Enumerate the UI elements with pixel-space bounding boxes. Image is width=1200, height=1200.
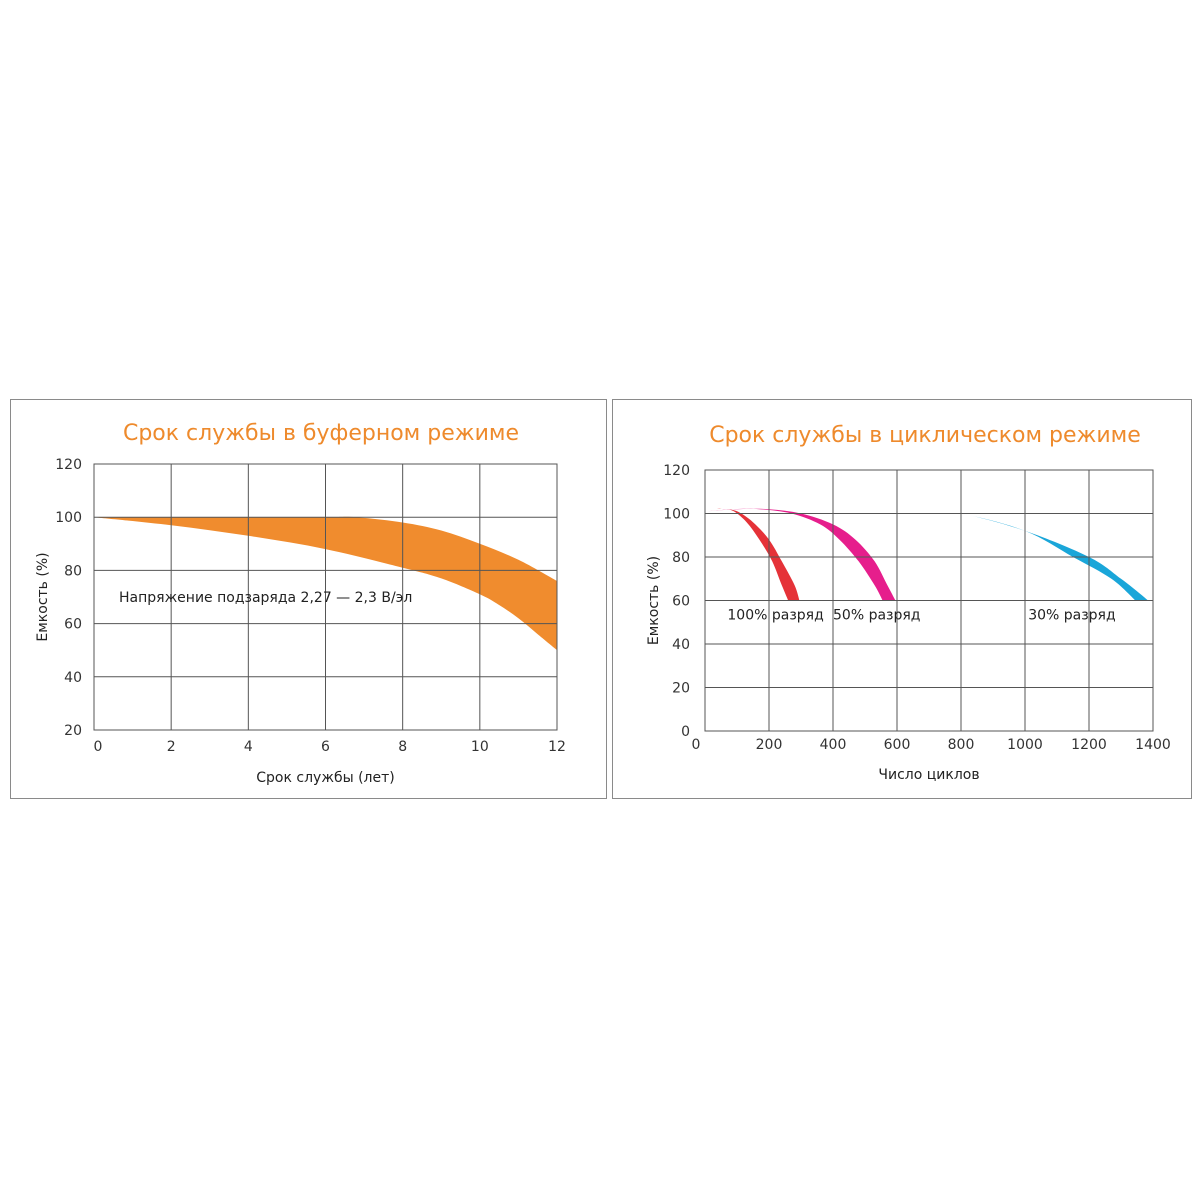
y-tick-label: 20 [672,681,690,697]
x-tick-label: 12 [548,739,566,755]
x-tick-label: 8 [398,739,407,755]
x-tick-label: 4 [244,739,253,755]
chart-buffer: Срок службы в буферном режиме 0 2 4 6 8 10 12 20… [35,421,566,786]
plot-frame [93,463,558,731]
y-tick-label: 100 [55,510,82,526]
x-tick-label: 200 [756,737,783,753]
y-tick-label: 0 [681,724,690,740]
x-tick-label: 0 [94,739,103,755]
y-tick-label: 20 [64,723,82,739]
annotation-text: Напряжение подзаряда 2,27 — 2,3 В/эл [119,590,412,606]
series-band-0 [705,508,800,601]
chart-panel-cyclic: Срок службы в циклическом режиме 0 200 400 6… [612,399,1192,799]
x-axis-label: Число циклов [878,767,979,783]
series-band-1 [705,508,896,601]
x-tick-label: 6 [321,739,330,755]
x-axis-label: Срок службы (лет) [256,770,394,786]
y-tick-label: 60 [672,594,690,610]
series-label-0: 100% разряд [727,608,823,624]
x-tick-label: 600 [884,737,911,753]
x-tick-label: 400 [820,737,847,753]
x-tick-label: 2 [167,739,176,755]
series-label-1: 50% разряд [833,608,920,624]
plot-frame [704,469,1154,732]
chart-panel-buffer: Срок службы в буферном режиме 0 2 4 6 8 10 12 20… [10,399,607,799]
x-tick-label: 10 [471,739,489,755]
y-tick-label: 120 [55,457,82,473]
x-tick-label: 1400 [1135,737,1171,753]
y-tick-label: 60 [64,617,82,633]
x-tick-label: 1000 [1007,737,1043,753]
y-tick-label: 80 [672,550,690,566]
y-tick-label: 100 [663,507,690,523]
y-axis-label: Емкость (%) [35,552,51,641]
chart-title: Срок службы в буферном режиме [123,421,519,446]
y-tick-label: 80 [64,563,82,579]
y-axis-label: Емкость (%) [646,556,662,645]
x-tick-label: 1200 [1071,737,1107,753]
chart-title: Срок службы в циклическом режиме [709,423,1141,448]
y-tick-label: 120 [663,463,690,479]
capacity-band [94,516,557,651]
x-tick-label: 0 [692,737,701,753]
series-label-2: 30% разряд [1028,608,1115,624]
x-tick-label: 800 [948,737,975,753]
y-tick-label: 40 [672,637,690,653]
y-tick-label: 40 [64,670,82,686]
